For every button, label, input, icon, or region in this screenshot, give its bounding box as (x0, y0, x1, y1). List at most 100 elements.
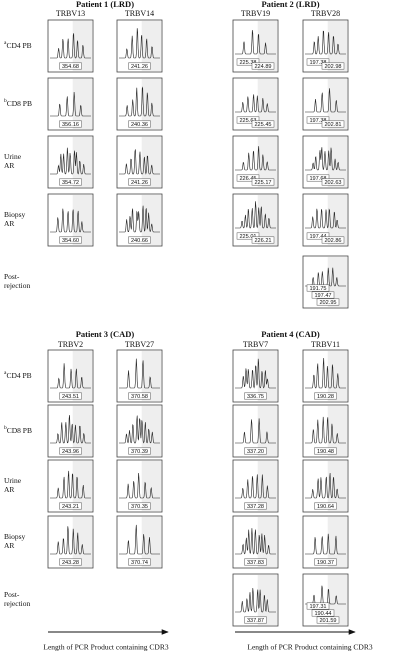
row-label-text: CD8 PB (7, 426, 32, 435)
trace (235, 418, 276, 444)
peak-label: 240.36 (131, 122, 148, 128)
peak-label-box (128, 236, 151, 244)
panel-shade (257, 195, 277, 245)
panel-shade (257, 21, 277, 71)
trace (119, 149, 160, 175)
peak-label-box (306, 116, 330, 124)
peak-label-box (128, 447, 151, 455)
panel-shade (72, 79, 92, 129)
row-label: Post- (4, 272, 20, 281)
panel-shade (327, 79, 347, 129)
peak-label-box (306, 602, 330, 610)
row-label: AR (4, 219, 14, 228)
peak-label: 243.51 (62, 394, 79, 400)
trace (305, 30, 346, 55)
patient-title: Patient 3 (CAD) (76, 329, 135, 339)
peak-label: 336.75 (247, 394, 264, 400)
peak-label: 225.17 (254, 180, 271, 186)
gene-label: TRBV2 (58, 340, 83, 349)
peak-label: 226.21 (254, 238, 271, 244)
peak-label: 241.26 (131, 64, 148, 70)
panel-shade (72, 461, 92, 511)
trace (305, 416, 346, 444)
row-label: Post- (4, 590, 20, 599)
peak-label-box (128, 178, 151, 186)
peak-label-box (128, 120, 151, 128)
trace (119, 472, 160, 499)
peak-label-box (244, 558, 267, 566)
peak-label-box (59, 392, 82, 400)
peak-label: 197.38 (309, 60, 326, 66)
row-label: Urine (4, 152, 22, 161)
row-label: aCD4 PB (4, 370, 32, 379)
peak-label: 370.74 (131, 560, 148, 566)
peak-label-box (236, 232, 260, 240)
peak-label: 191.75 (309, 286, 326, 292)
peak-label-box (316, 616, 340, 624)
peak-label-box (321, 236, 345, 244)
peak-label-box (59, 62, 82, 70)
peak-label-box (244, 447, 267, 455)
peak-label: 202.98 (324, 64, 341, 70)
peak-label: 370.35 (131, 504, 148, 510)
superscript: b (4, 425, 7, 431)
peak-label: 240.66 (131, 238, 148, 244)
panel-shade (257, 406, 277, 456)
panel-shade (72, 406, 92, 456)
trace (50, 147, 91, 175)
peak-label: 337.87 (247, 618, 264, 624)
peak-label: 190.37 (317, 560, 334, 566)
peak-label: 197.31 (309, 604, 326, 610)
peak-label-box (321, 178, 345, 186)
panel-shade (72, 195, 92, 245)
trace (235, 474, 276, 499)
trace (235, 94, 276, 113)
panel-shade (141, 195, 161, 245)
gene-label: TRBV27 (125, 340, 154, 349)
peak-label-box (236, 116, 260, 124)
panel-shade (327, 406, 347, 456)
peak-label-box (251, 178, 275, 186)
panel-shade (141, 21, 161, 71)
trace (305, 147, 346, 171)
peak-label-box (59, 502, 82, 510)
peak-label-box (314, 558, 337, 566)
patient-title: Patient 1 (LRD) (76, 0, 134, 9)
trace (119, 205, 160, 233)
peak-label-box (314, 447, 337, 455)
row-label: bCD8 PB (4, 98, 32, 107)
peak-label: 225.45 (254, 122, 271, 128)
peak-label: 202.95 (319, 300, 336, 306)
peak-label: 224.89 (254, 64, 271, 70)
row-label: AR (4, 541, 14, 550)
panel-shade (72, 137, 92, 187)
peak-label-box (236, 174, 260, 182)
trace (119, 86, 160, 117)
trace (235, 587, 276, 613)
gene-label: TRBV11 (311, 340, 340, 349)
trace (119, 415, 160, 444)
row-label: Urine (4, 476, 22, 485)
patient-title: Patient 4 (CAD) (261, 329, 320, 339)
panel-shade (141, 137, 161, 187)
patient-title: Patient 2 (LRD) (261, 0, 319, 9)
panel-shade (72, 517, 92, 567)
peak-label: 201.59 (319, 618, 336, 624)
peak-label-box (128, 502, 151, 510)
panel-shade (327, 137, 347, 187)
peak-label-box (321, 62, 345, 70)
peak-label: 243.21 (62, 504, 79, 510)
peak-label-box (316, 298, 340, 306)
peak-label: 225.63 (239, 118, 256, 124)
peak-label: 197.47 (314, 293, 331, 299)
peak-label: 354.72 (62, 180, 79, 186)
row-label-text: CD4 PB (6, 371, 31, 380)
trace (50, 526, 91, 555)
peak-label: 354.60 (62, 238, 79, 244)
peak-label-box (59, 236, 82, 244)
trace (235, 30, 276, 55)
peak-label: 225.38 (239, 60, 256, 66)
row-label-text: CD8 PB (7, 99, 32, 108)
row-label: AR (4, 161, 14, 170)
panel-shade (257, 517, 277, 567)
